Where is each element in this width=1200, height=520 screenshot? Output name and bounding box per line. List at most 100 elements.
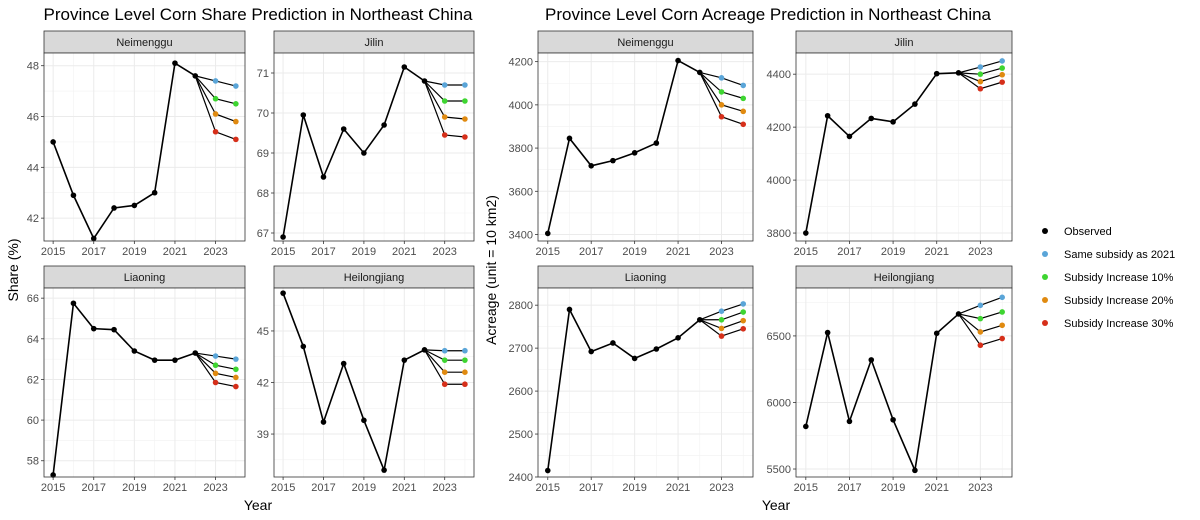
scenario-point-same [212,78,219,84]
x-tick-label: 2023 [203,246,227,258]
y-tick-label: 2500 [509,429,533,441]
scenario-point-inc20 [212,370,219,377]
scenario-point-inc30 [233,383,239,390]
scenario-point-same [212,353,219,359]
plot-border [273,52,475,242]
y-tick-label: 46 [27,112,39,124]
x-tick-label: 2019 [881,246,905,258]
observed-point [846,133,853,140]
scenario-point-inc20 [999,71,1005,78]
observed-point [151,357,158,363]
scenario-point-inc20 [740,108,747,115]
observed-point [381,122,387,128]
facet-strip-label: Liaoning [124,272,166,284]
facet-strip-label: Jilin [895,37,914,49]
x-tick-label: 2017 [82,246,106,258]
scenario-point-inc30 [462,381,468,388]
observed-point [933,330,940,337]
scenario-point-inc20 [718,325,725,332]
observed-point [955,70,962,76]
y-tick-label: 4000 [767,175,791,187]
scenario-point-inc10 [462,98,468,104]
scenario-point-inc10 [977,71,984,77]
x-tick-label: 2023 [432,482,456,494]
observed-point [824,112,831,119]
scenario-point-inc10 [999,65,1005,71]
facet-liaoning: Liaoning 2015 2017 2019 2021 2023 2400 2500 2600… [509,265,754,494]
observed-line [805,72,959,234]
scenario-point-inc20 [441,369,448,375]
observed-line [52,61,196,241]
observed-point [172,357,178,363]
facet-strip-label: Neimenggu [617,37,673,49]
scenario-point-same [462,347,468,354]
observed-point [610,157,616,164]
x-tick-label: 2017 [579,246,603,258]
observed-point [192,350,199,356]
x-tick-label: 2021 [392,482,416,494]
y-tick-label: 6500 [767,331,791,343]
facet-heilongjiang: Heilongjiang 2015 2017 2019 2021 2023 39 42 45 [257,265,475,494]
observed-point [340,126,347,132]
plot-border [795,52,1013,242]
scenario-point-inc10 [999,309,1005,315]
x-tick-label: 2019 [122,246,146,258]
scenario-point-inc30 [233,136,239,143]
y-tick-label: 6000 [767,397,791,409]
plot-border [537,52,754,242]
x-tick-label: 2021 [392,246,416,258]
observed-point [653,140,660,146]
y-tick-label: 2400 [509,472,533,484]
observed-point [824,329,831,336]
y-tick-label: 71 [257,68,269,80]
y-tick-label: 5500 [767,464,791,476]
observed-point [653,346,660,352]
facet-jilin: Jilin 2015 2017 2019 2021 2023 3800 4000 4200 440… [767,30,1013,258]
observed-point [300,343,307,350]
observed-point [50,472,56,478]
scenario-point-inc30 [212,379,219,386]
observed-point [300,112,307,118]
scenario-point-inc20 [977,78,984,85]
x-tick-label: 2017 [837,246,861,258]
facet-strip-label: Heilongjiang [874,272,935,284]
x-tick-label: 2017 [82,482,106,494]
y-tick-label: 4200 [509,57,533,69]
chart-title: Province Level Corn Acreage Prediction i… [545,5,992,24]
observed-point [675,335,681,341]
observed-point [192,73,199,79]
plot-border [795,287,1013,478]
facet-liaoning: Liaoning 2015 2017 2019 2021 2023 58 60 62 64 66 [27,265,246,494]
x-tick-label: 2015 [41,246,65,258]
x-tick-label: 2021 [924,246,948,258]
observed-line [52,301,196,476]
facet-strip-label: Liaoning [625,272,667,284]
y-tick-label: 66 [27,293,39,305]
scenario-point-inc30 [462,134,468,140]
scenario-point-inc30 [999,79,1005,85]
x-tick-label: 2015 [794,482,818,494]
scenario-point-inc30 [718,333,725,339]
legend-label-inc10: Subsidy Increase 10% [1064,272,1174,284]
scenario-point-inc30 [441,381,448,388]
x-tick-label: 2023 [432,246,456,258]
observed-point [912,101,918,107]
legend-label-same: Same subsidy as 2021 [1064,249,1175,261]
y-tick-label: 4400 [767,69,791,81]
plot-border [273,287,475,478]
chart-title: Province Level Corn Share Prediction in … [43,5,473,24]
x-tick-label: 2021 [666,482,690,494]
observed-point [401,357,408,363]
y-tick-label: 2600 [509,386,533,398]
observed-point [631,355,638,362]
observed-point [868,357,875,363]
x-tick-label: 2023 [968,482,992,494]
observed-point [868,115,875,122]
observed-point [955,311,962,317]
plot-background [44,288,245,477]
observed-line [546,59,701,234]
observed-point [70,300,77,307]
x-tick-label: 2017 [837,482,861,494]
scenario-point-same [462,82,468,88]
legend-key-observed [1042,228,1048,234]
